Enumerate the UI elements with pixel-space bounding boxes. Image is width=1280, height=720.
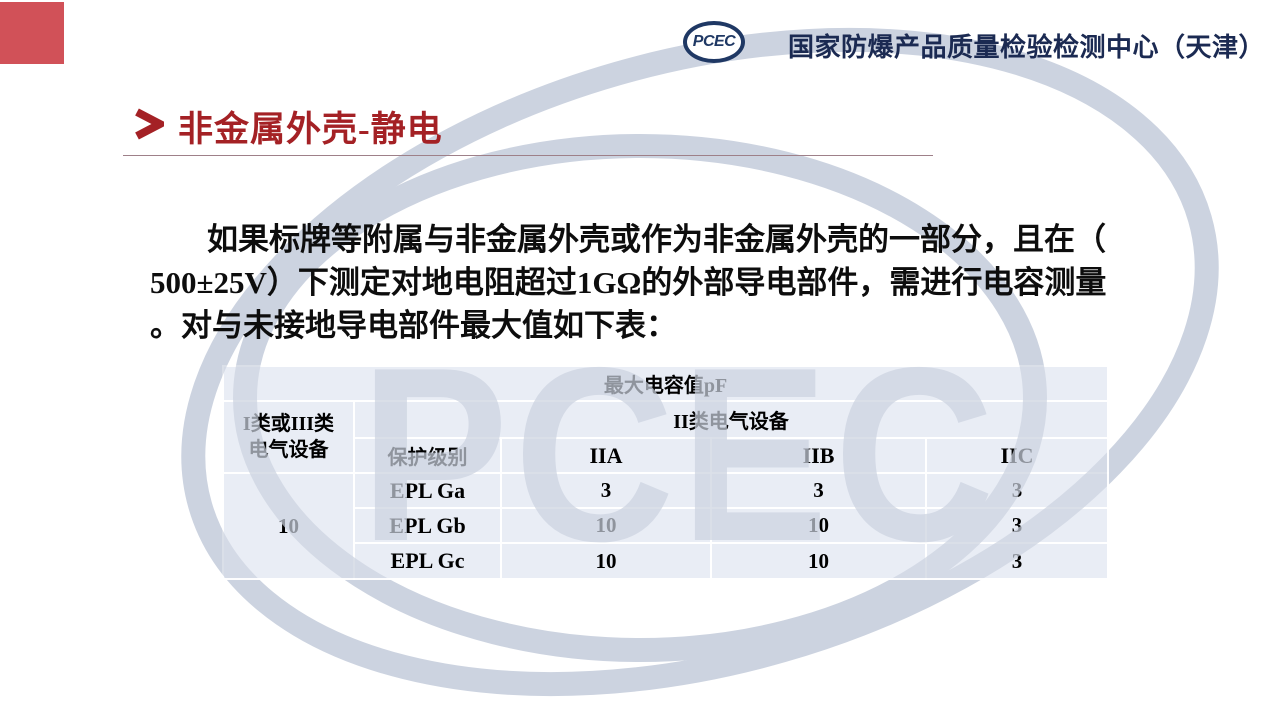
col1-value-cell: 10 [222,472,355,580]
title-divider [123,155,933,156]
epl-cell: EPL Gc [353,542,502,580]
col1-header: I类或III类 电气设备 [242,413,335,461]
value-cell: 10 [500,507,712,544]
epl-cell: EPL Gb [353,507,502,544]
red-corner-square [0,2,64,64]
value-cell: 3 [924,542,1110,580]
arrow-bullet-icon [135,108,164,140]
body-line: 。对与未接地导电部件最大值如下表： [150,308,677,343]
col1-header-cell: I类或III类 电气设备 [222,400,355,474]
body-line: 500±25V）下测定对地电阻超过1GΩ的外部导电部件，需进行电容测量 [150,265,1107,300]
col-header-iic: IIC [924,437,1110,474]
col-header-iib: IIB [710,437,927,474]
table-caption: 最大电容值pF [603,375,728,397]
table-row: EPL Gc 10 10 3 [223,542,1110,580]
value-cell: 10 [710,507,927,544]
group-header-cell: II类电气设备 [352,400,1110,439]
value-cell: 10 [500,542,712,580]
value-cell: 3 [924,472,1110,509]
value-cell: 3 [500,472,712,509]
page-title: 非金属外壳-静电 [178,110,443,149]
table-caption-row: 最大电容值pF [221,365,1110,402]
group-header: II类电气设备 [673,411,789,433]
col-header-iia: IIA [500,437,712,474]
table-row: EPL Gb 10 10 3 [223,507,1110,544]
value-cell: 3 [710,472,927,509]
protection-level-header: 保护级别 [387,447,468,469]
table-group-header-row: I类或III类 电气设备 II类电气设备 [222,400,1110,474]
table-caption-cell: 最大电容值pF [221,365,1110,402]
body-line: 如果标牌等附属与非金属外壳或作为非金属外壳的一部分，且在（ [207,222,1106,257]
value-cell: 3 [924,507,1110,544]
pcec-logo: PCEC [683,21,745,63]
table-row: 10 EPL Ga 3 3 3 [222,472,1110,580]
capacitance-table: 最大电容值pF I类或III类 电气设备 II类电气设备 保护级别 IIA [221,365,1110,580]
body-paragraph: 如果标牌等附属与非金属外壳或作为非金属外壳的一部分，且在（ 500±25V）下测… [150,218,1195,347]
protection-level-header-cell: 保护级别 [353,437,502,474]
table-column-header-row: 保护级别 IIA IIB IIC [223,437,1110,474]
pcec-logo-text: PCEC [692,33,736,50]
epl-cell: EPL Ga [353,472,502,509]
org-name: 国家防爆产品质量检验检测中心（天津） [788,33,1266,62]
value-cell: 10 [710,542,927,580]
